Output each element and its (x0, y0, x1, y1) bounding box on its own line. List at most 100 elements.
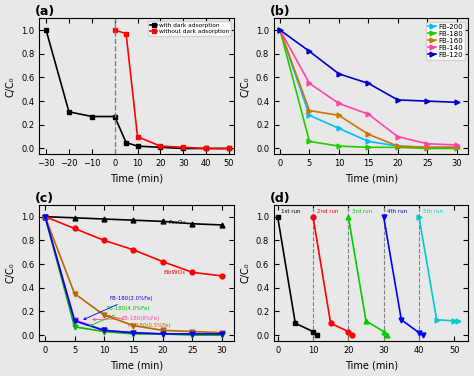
Y-axis label: C/C₀: C/C₀ (240, 262, 250, 283)
Text: 3rd run: 3rd run (352, 209, 372, 214)
with dark adsorption (89, 114, 95, 119)
FB-120 (395, 98, 401, 102)
Text: (a): (a) (36, 6, 55, 18)
Line: FB-180: FB-180 (278, 27, 459, 151)
2nd run (349, 333, 355, 337)
Line: without dark adsorption: without dark adsorption (112, 27, 231, 151)
Text: Fe₂O₄: Fe₂O₄ (169, 220, 186, 225)
3rd run (384, 333, 390, 337)
FB-160 (277, 28, 283, 32)
with dark adsorption (66, 109, 72, 114)
without dark adsorption (203, 146, 209, 151)
FB-160 (395, 144, 401, 149)
X-axis label: Time (min): Time (min) (110, 361, 163, 370)
FB-120 (424, 99, 430, 103)
without dark adsorption (157, 144, 163, 149)
5th run (455, 318, 461, 323)
FB-200 (277, 28, 283, 32)
FB-140 (336, 101, 342, 106)
FB-180 (277, 28, 283, 32)
FB-200 (307, 113, 312, 118)
FB-200 (365, 139, 371, 144)
FB-180 (365, 145, 371, 150)
1st run (275, 214, 281, 219)
Line: 1st run: 1st run (275, 214, 319, 338)
Text: FB-180(8%Fe): FB-180(8%Fe) (93, 316, 160, 321)
4th run (416, 331, 422, 335)
Line: with dark adsorption: with dark adsorption (44, 27, 231, 151)
Y-axis label: C/C₀: C/C₀ (240, 76, 250, 97)
2nd run (346, 329, 351, 334)
FB-180 (424, 146, 430, 151)
FB-160 (365, 132, 371, 136)
without dark adsorption (135, 134, 140, 139)
with dark adsorption (112, 114, 118, 119)
Line: FB-140: FB-140 (278, 27, 459, 147)
with dark adsorption (181, 146, 186, 151)
2nd run (310, 214, 316, 219)
without dark adsorption (123, 31, 129, 36)
FB-120 (277, 28, 283, 32)
1st run (292, 321, 298, 326)
Y-axis label: C/C₀: C/C₀ (6, 76, 16, 97)
FB-160 (454, 145, 459, 150)
4th run (419, 333, 425, 337)
Text: (c): (c) (36, 192, 55, 205)
FB-160 (336, 113, 342, 118)
with dark adsorption (43, 28, 49, 32)
3rd run (363, 318, 369, 323)
Text: FB-180(0.5%Fe): FB-180(0.5%Fe) (108, 315, 171, 328)
FB-140 (365, 112, 371, 117)
Text: 5th run: 5th run (422, 209, 443, 214)
Text: (d): (d) (270, 192, 291, 205)
X-axis label: Time (min): Time (min) (345, 361, 398, 370)
FB-160 (424, 145, 430, 150)
without dark adsorption (181, 145, 186, 150)
Line: FB-120: FB-120 (278, 27, 459, 105)
FB-120 (365, 81, 371, 86)
FB-120 (336, 71, 342, 76)
with dark adsorption (203, 146, 209, 151)
with dark adsorption (157, 145, 163, 150)
FB-140 (395, 134, 401, 139)
Text: 2nd run: 2nd run (317, 209, 338, 214)
FB-200 (336, 126, 342, 130)
with dark adsorption (123, 140, 129, 145)
FB-200 (395, 144, 401, 149)
FB-120 (454, 100, 459, 105)
5th run (434, 317, 439, 322)
FB-160 (307, 108, 312, 113)
Y-axis label: C/C₀: C/C₀ (6, 262, 16, 283)
4th run (399, 317, 404, 322)
FB-180 (454, 146, 459, 151)
3rd run (381, 329, 386, 334)
Line: FB-200: FB-200 (278, 27, 459, 150)
without dark adsorption (226, 146, 232, 151)
FB-180 (395, 145, 401, 150)
FB-200 (454, 145, 459, 150)
FB-120 (307, 49, 312, 54)
Text: 1st run: 1st run (281, 209, 301, 214)
Line: FB-160: FB-160 (278, 27, 459, 150)
with dark adsorption (135, 144, 140, 149)
FB-180 (307, 139, 312, 144)
2nd run (328, 321, 334, 326)
5th run (451, 318, 457, 323)
FB-180 (336, 144, 342, 149)
FB-140 (277, 28, 283, 32)
Line: 2nd run: 2nd run (310, 214, 354, 338)
5th run (416, 214, 422, 219)
X-axis label: Time (min): Time (min) (110, 174, 163, 184)
Text: 4th run: 4th run (387, 209, 407, 214)
FB-140 (307, 81, 312, 86)
Legend: FB-200, FB-180, FB-160, FB-140, FB-120: FB-200, FB-180, FB-160, FB-140, FB-120 (426, 22, 465, 60)
FB-140 (454, 143, 459, 147)
Line: 4th run: 4th run (381, 214, 425, 338)
3rd run (346, 214, 351, 219)
1st run (310, 329, 316, 334)
FB-140 (424, 141, 430, 146)
Text: (b): (b) (270, 6, 291, 18)
FB-200 (424, 145, 430, 150)
Line: 5th run: 5th run (417, 214, 460, 323)
Line: 3rd run: 3rd run (346, 214, 390, 338)
